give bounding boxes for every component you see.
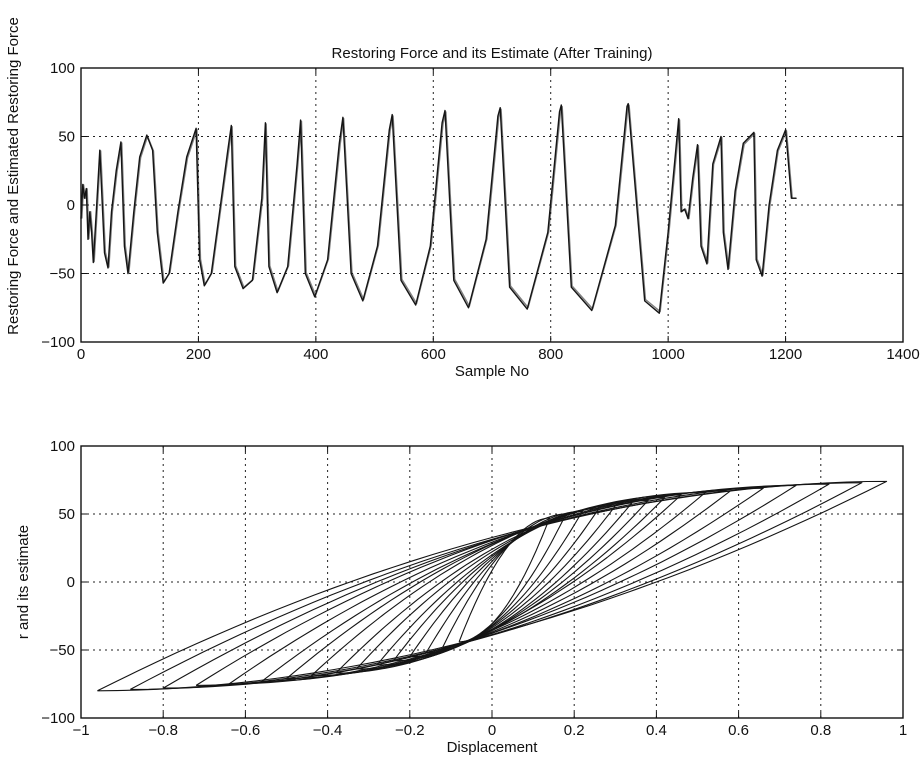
x-tick-label: 200 [186,346,211,363]
x-tick-label: 1 [899,722,907,739]
axes-frame [80,67,904,343]
axes-frame [80,445,904,719]
x-axis-label: Sample No [455,363,529,380]
top-chart: 0 200 400 600 800 1000 1200 1400 −100 −50 0 50 100 Re… [5,17,920,380]
bottom-chart: −1 −0.8 −0.6 −0.4 −0.2 0 0.2 0.4 0.6 0.8 1 −100 −50 0… [15,438,907,756]
x-tick-label: 600 [421,346,446,363]
x-tick-label: 0 [488,722,496,739]
estimated-force-series [81,104,797,313]
x-tick-label: 1200 [769,346,802,363]
x-axis-label: Displacement [447,739,539,756]
x-tick-label: 800 [538,346,563,363]
x-tick-label: −0.8 [148,722,178,739]
hysteresis-loop-7 [286,491,707,680]
hysteresis-loop-16 [458,517,551,643]
x-tick-label: −1 [72,722,89,739]
hysteresis-loop-4 [195,484,797,686]
x-tick-label: 0.6 [728,722,749,739]
chart-title: Restoring Force and its Estimate (After … [332,45,653,62]
hysteresis-loop-9 [335,497,666,674]
x-tick-label: 400 [303,346,328,363]
x-tick-label: 0.8 [810,722,831,739]
hysteresis-loop-10 [355,499,649,670]
y-tick-label: −100 [41,710,75,727]
y-tick-label: 100 [50,438,75,455]
y-tick-label: −50 [50,642,75,659]
hysteresis-loop-8 [310,494,682,677]
restoring-force-series [80,102,797,314]
x-tick-label: 0.2 [564,722,585,739]
y-axis-label: r and its estimate [15,525,32,639]
y-axis-label: Restoring Force and Estimated Restoring … [5,17,22,335]
hysteresis-loop-5 [228,487,764,685]
y-tick-label: −100 [41,334,75,351]
x-tick-label: −0.2 [395,722,425,739]
hysteresis-loop-3 [162,483,830,689]
y-tick-label: 100 [50,60,75,77]
x-tick-label: −0.4 [313,722,343,739]
x-tick-label: 1400 [886,346,919,363]
y-tick-label: 50 [58,129,75,146]
x-tick-label: 0 [77,346,85,363]
hysteresis-loop-6 [261,490,731,682]
hysteresis-loop-11 [376,502,633,666]
y-tick-label: 50 [58,506,75,523]
y-tick-label: −50 [50,266,75,283]
hysteresis-loop-2 [130,482,863,690]
x-tick-label: −0.6 [231,722,261,739]
y-tick-label: 0 [67,197,75,214]
x-tick-label: 0.4 [646,722,667,739]
x-tick-label: 1000 [651,346,684,363]
y-tick-label: 0 [67,574,75,591]
